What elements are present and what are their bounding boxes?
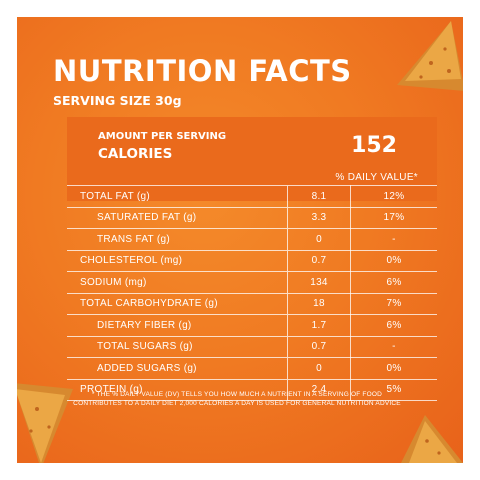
nutrient-amount: 0 (287, 228, 351, 251)
nutrient-daily-value: 0% (350, 357, 437, 380)
table-row: ADDED SUGARS (g) 0 0% (67, 357, 437, 380)
nutrient-amount: 0.7 (287, 250, 351, 272)
tortilla-chip-bottom-right-image (401, 415, 463, 463)
nutrient-name: TRANS FAT (g) (67, 228, 288, 251)
table-row: CHOLESTEROL (mg) 0.7 0% (67, 250, 437, 272)
nutrition-panel: NUTRITION FACTS SERVING SIZE 30g AMOUNT … (17, 17, 463, 463)
table-row: TRANS FAT (g) 0 - (67, 228, 437, 251)
nutrient-daily-value: - (350, 336, 437, 358)
nutrient-daily-value: 5% (350, 379, 437, 401)
nutrient-daily-value: 7% (350, 293, 437, 315)
nutrient-amount: 1.7 (287, 314, 351, 337)
table-row: SATURATED FAT (g) 3.3 17% (67, 207, 437, 229)
nutrient-name: CHOLESTEROL (mg) (67, 250, 288, 272)
nutrient-name: TOTAL FAT (g) (67, 185, 288, 208)
nutrient-amount: 8.1 (287, 185, 351, 208)
table-row: TOTAL CARBOHYDRATE (g) 18 7% (67, 293, 437, 315)
page-title: NUTRITION FACTS (53, 54, 352, 88)
table-row: TOTAL SUGARS (g) 0.7 - (67, 336, 437, 358)
nutrient-name: PROTEIN (g) (67, 379, 288, 401)
nutrient-amount: 2.4 (287, 379, 351, 401)
nutrient-name: SODIUM (mg) (67, 271, 288, 294)
nutrient-name: ADDED SUGARS (g) (67, 357, 288, 380)
tortilla-chip-bottom-left-image (17, 383, 73, 463)
nutrient-amount: 0 (287, 357, 351, 380)
table-row: SODIUM (mg) 134 6% (67, 271, 437, 294)
table-row: DIETARY FIBER (g) 1.7 6% (67, 314, 437, 337)
nutrient-daily-value: - (350, 228, 437, 251)
daily-value-header: % DAILY VALUE* (335, 172, 418, 183)
nutrient-daily-value: 12% (350, 185, 437, 208)
nutrient-daily-value: 0% (350, 250, 437, 272)
nutrient-daily-value: 6% (350, 271, 437, 294)
table-row: TOTAL FAT (g) 8.1 12% (67, 185, 437, 208)
amount-per-serving-label: AMOUNT PER SERVING (98, 131, 227, 142)
serving-size: SERVING SIZE 30g (53, 93, 182, 108)
nutrient-amount: 0.7 (287, 336, 351, 358)
calories-label: CALORIES (98, 146, 173, 162)
nutrient-name: DIETARY FIBER (g) (67, 314, 288, 337)
nutrition-table: TOTAL FAT (g) 8.1 12% SATURATED FAT (g) … (67, 185, 437, 401)
nutrient-name: SATURATED FAT (g) (67, 207, 288, 229)
nutrient-amount: 18 (287, 293, 351, 315)
nutrient-amount: 3.3 (287, 207, 351, 229)
calories-value: 152 (351, 133, 397, 158)
tortilla-chip-top-right-image (397, 21, 463, 91)
daily-value-footnote: * THE % DAILY VALUE (DV) TELLS YOU HOW M… (73, 391, 401, 407)
nutrient-amount: 134 (287, 271, 351, 294)
table-row: PROTEIN (g) 2.4 5% (67, 379, 437, 401)
nutrient-daily-value: 6% (350, 314, 437, 337)
nutrient-name: TOTAL SUGARS (g) (67, 336, 288, 358)
nutrient-daily-value: 17% (350, 207, 437, 229)
nutrient-name: TOTAL CARBOHYDRATE (g) (67, 293, 288, 315)
